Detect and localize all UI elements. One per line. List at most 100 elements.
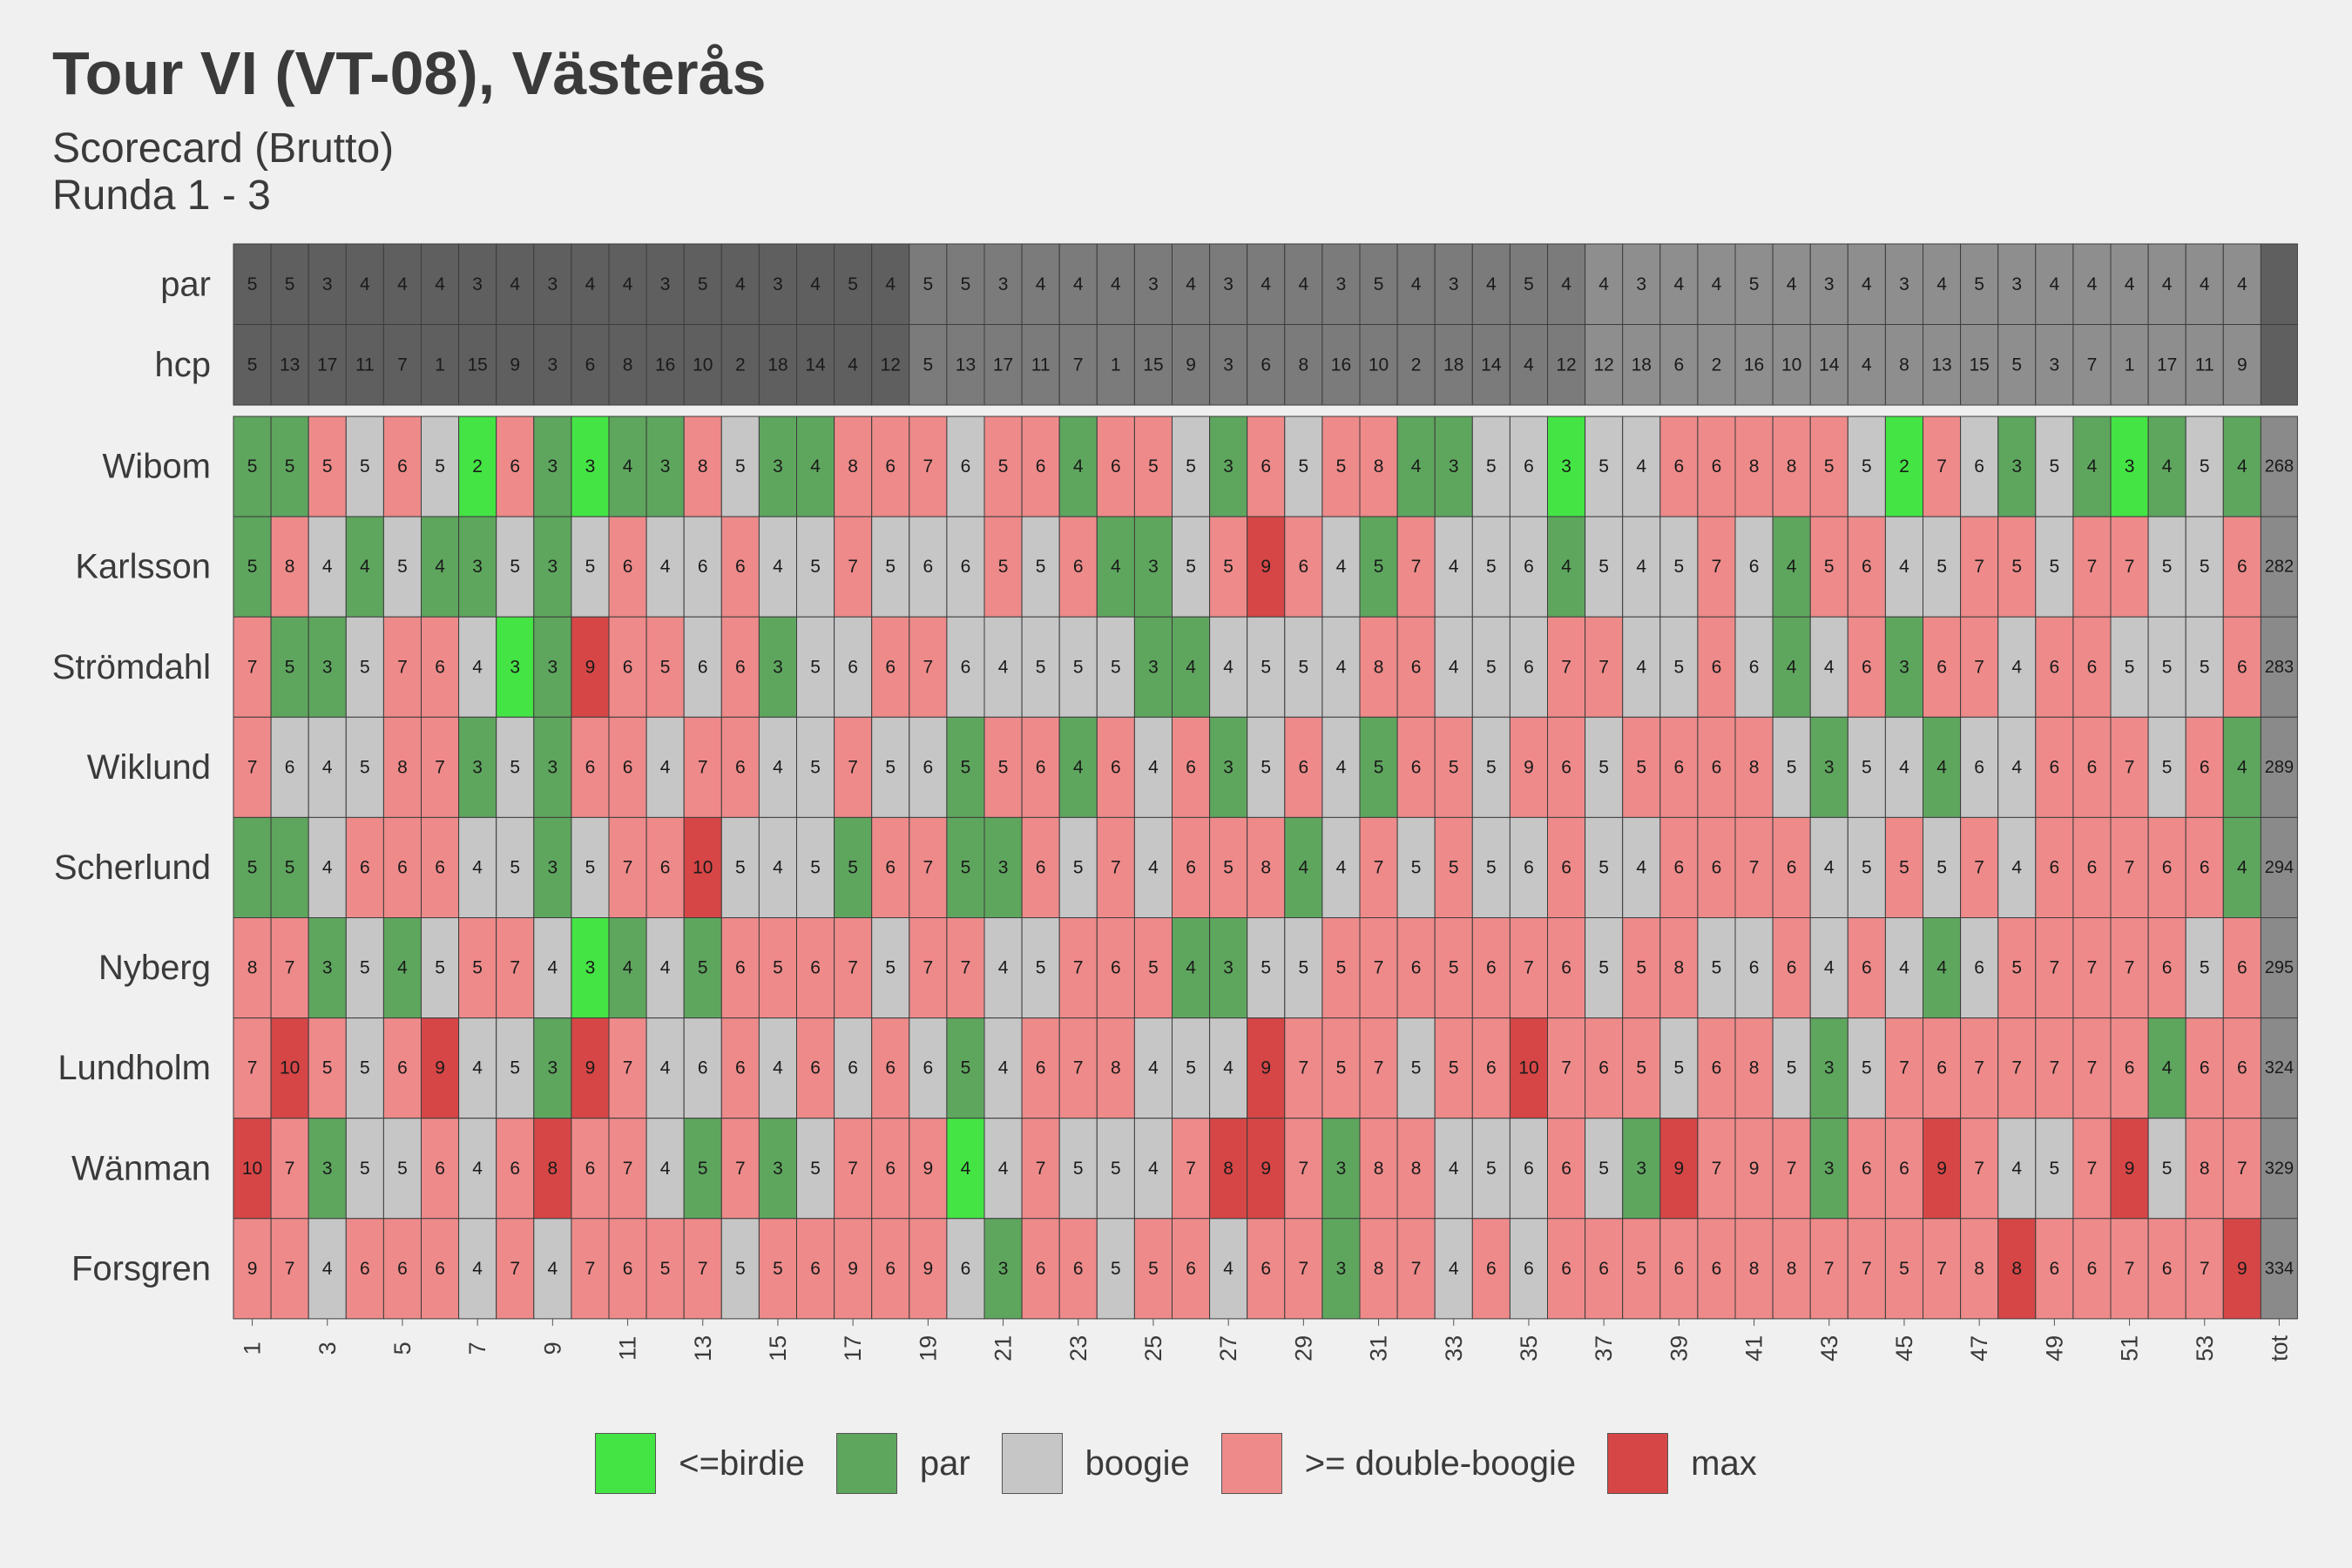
player-label-nyberg: Nyberg: [98, 949, 211, 987]
score-value-lundholm-51: 6: [2125, 1058, 2135, 1078]
score-cell-str-mdahl-45: [1884, 616, 1923, 718]
score-value-w-nman-16: 5: [810, 1159, 821, 1179]
score-cell-scherlund-7: [458, 816, 497, 919]
header-value-hcp-7: 15: [467, 355, 487, 375]
header-value-hcp-3: 17: [317, 355, 337, 375]
score-value-scherlund-24: 7: [1111, 857, 1121, 877]
score-value-karlsson-44: 6: [1862, 557, 1872, 577]
score-value-wibom-19: 7: [923, 456, 934, 476]
score-cell-nyberg-19: [909, 917, 948, 1019]
score-cell-wibom-22: [1021, 416, 1060, 517]
score-value-scherlund-11: 7: [623, 857, 633, 877]
score-cell-forsgren-52: [2147, 1218, 2186, 1320]
score-value-nyberg-36: 6: [1561, 958, 1571, 978]
score-cell-lundholm-53: [2185, 1017, 2224, 1119]
score-value-str-mdahl-21: 4: [998, 657, 1009, 677]
score-value-wibom-33: 3: [1449, 456, 1459, 476]
header-value-hcp-36: 12: [1556, 355, 1576, 375]
score-value-scherlund-16: 5: [810, 857, 821, 877]
score-cell-wibom-51: [2110, 416, 2149, 517]
header-value-hcp-35: 4: [1524, 355, 1534, 375]
header-cell-hcp-9: [533, 324, 572, 406]
score-value-lundholm-52: 4: [2162, 1058, 2173, 1078]
score-cell-karlsson-53: [2185, 516, 2224, 618]
score-cell-forsgren-22: [1021, 1218, 1060, 1320]
score-cell-wiklund-45: [1884, 716, 1923, 818]
header-value-hcp-46: 13: [1931, 355, 1951, 375]
header-cell-par-31: [1359, 243, 1398, 325]
score-cell-wiklund-52: [2147, 716, 2186, 818]
score-value-scherlund-14: 5: [735, 857, 746, 877]
score-value-nyberg-14: 6: [735, 958, 746, 978]
score-cell-wiklund-7: [458, 716, 497, 818]
score-value-karlsson-38: 4: [1636, 557, 1646, 577]
header-value-hcp-9: 3: [548, 355, 558, 375]
score-value-str-mdahl-29: 5: [1299, 657, 1309, 677]
score-value-str-mdahl-43: 4: [1824, 657, 1835, 677]
score-cell-str-mdahl-21: [983, 616, 1023, 718]
score-value-nyberg-9: 4: [548, 958, 558, 978]
score-value-forsgren-34: 6: [1486, 1259, 1497, 1279]
score-value-wiklund-45: 4: [1899, 757, 1909, 777]
score-value-lundholm-10: 9: [585, 1058, 596, 1078]
score-value-str-mdahl-34: 5: [1486, 657, 1497, 677]
score-value-w-nman-45: 6: [1899, 1159, 1909, 1179]
score-cell-wibom-8: [496, 416, 535, 517]
score-value-forsgren-13: 7: [698, 1259, 708, 1279]
score-value-nyberg-52: 6: [2162, 958, 2173, 978]
score-value-forsgren-12: 5: [660, 1259, 671, 1279]
score-cell-str-mdahl-12: [645, 616, 685, 718]
score-cell-w-nman-19: [909, 1118, 948, 1220]
score-value-wibom-51: 3: [2125, 456, 2135, 476]
header-value-hcp-19: 5: [923, 355, 934, 375]
score-value-nyberg-47: 6: [1974, 958, 1984, 978]
score-value-karlsson-40: 7: [1712, 557, 1722, 577]
score-cell-karlsson-48: [1997, 516, 2037, 618]
header-value-hcp-18: 12: [881, 355, 901, 375]
score-cell-lundholm-29: [1284, 1017, 1323, 1119]
header-value-hcp-50: 7: [2087, 355, 2098, 375]
score-value-w-nman-7: 4: [472, 1159, 483, 1179]
header-value-par-9: 3: [548, 274, 558, 294]
total-cell-forsgren: [2260, 1218, 2298, 1320]
header-cell-hcp-23: [1058, 324, 1098, 406]
score-cell-forsgren-27: [1209, 1218, 1248, 1320]
header-cell-par-27: [1209, 243, 1248, 325]
score-value-nyberg-29: 5: [1299, 958, 1309, 978]
score-value-karlsson-49: 5: [2050, 557, 2060, 577]
score-cell-forsgren-47: [1960, 1218, 1999, 1320]
x-tick-label-17: 17: [840, 1335, 866, 1362]
total-cell-wiklund: [2260, 716, 2298, 818]
score-cell-w-nman-47: [1960, 1118, 1999, 1220]
score-cell-str-mdahl-52: [2147, 616, 2186, 718]
score-cell-wiklund-19: [909, 716, 948, 818]
x-tick-label-11: 11: [615, 1336, 641, 1361]
score-cell-lundholm-21: [983, 1017, 1023, 1119]
score-value-scherlund-2: 5: [285, 857, 295, 877]
score-value-lundholm-9: 3: [548, 1058, 558, 1078]
score-cell-str-mdahl-6: [421, 616, 460, 718]
score-cell-forsgren-37: [1585, 1218, 1624, 1320]
score-cell-wiklund-26: [1172, 716, 1211, 818]
score-cell-wibom-27: [1209, 416, 1248, 517]
header-cell-hcp-35: [1509, 324, 1549, 406]
header-value-hcp-44: 4: [1862, 355, 1872, 375]
score-value-str-mdahl-6: 6: [435, 657, 445, 677]
header-value-hcp-48: 5: [2011, 355, 2022, 375]
score-cell-forsgren-11: [608, 1218, 647, 1320]
header-cell-hcp-30: [1321, 324, 1361, 406]
score-cell-lundholm-34: [1471, 1017, 1511, 1119]
header-value-hcp-25: 15: [1143, 355, 1163, 375]
score-value-w-nman-33: 4: [1449, 1159, 1459, 1179]
score-value-lundholm-8: 5: [510, 1058, 520, 1078]
score-value-nyberg-40: 5: [1712, 958, 1722, 978]
total-cell-wibom: [2260, 416, 2298, 517]
x-tick-label-21: 21: [990, 1335, 1017, 1362]
score-value-lundholm-6: 9: [435, 1058, 445, 1078]
score-cell-nyberg-16: [796, 917, 835, 1019]
score-value-lundholm-25: 4: [1148, 1058, 1159, 1078]
score-cell-karlsson-25: [1133, 516, 1173, 618]
score-cell-wibom-46: [1923, 416, 1962, 517]
score-value-karlsson-47: 7: [1974, 557, 1984, 577]
header-value-par-48: 3: [2011, 274, 2022, 294]
